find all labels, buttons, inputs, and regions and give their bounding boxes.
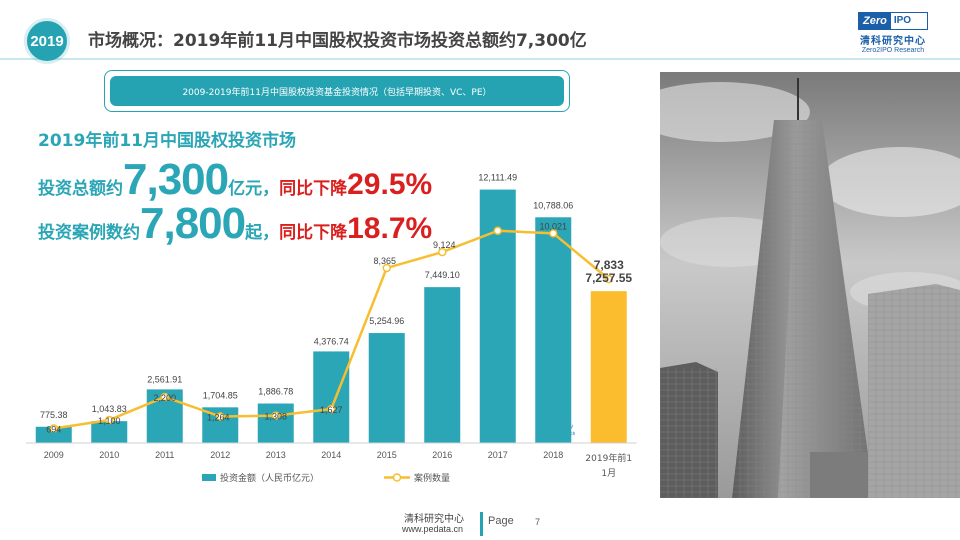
x-tick-label: 2018 <box>543 450 563 460</box>
chart-caption: 2009-2019年前11月中国股权投资基金投资情况（包括早期投资、VC、PE） <box>110 76 564 106</box>
x-tick-label: 2012 <box>210 450 230 460</box>
legend-line-marker <box>392 473 402 482</box>
footer-org: 清科研究中心 <box>404 514 464 525</box>
legend-line-label: 案例数量 <box>414 472 450 484</box>
amount-unit: 亿元， <box>228 179 280 199</box>
cases-point-2012 <box>216 412 225 421</box>
cases-point-2009 <box>49 424 58 433</box>
amount-prefix: 投资总额约 <box>38 179 123 199</box>
cases-prefix: 投资案例数约 <box>38 223 140 243</box>
amount-drop-text: 同比下降 <box>279 179 348 199</box>
amount-drop-value: 29.5% <box>347 168 433 201</box>
cases-point-2015 <box>382 263 391 273</box>
bar-value-label: 7,449.10 <box>425 270 460 280</box>
bar-value-label: 1,043.83 <box>92 404 127 414</box>
chart-caption-frame <box>104 70 570 112</box>
bar-2019年前11月 <box>590 291 627 443</box>
cases-point-2011 <box>160 392 169 402</box>
logo-cn-text: 清科研究中心 <box>860 36 926 47</box>
headline-amount: 投资总额约 7,300 亿元， 同比下降 29.5% <box>38 158 432 202</box>
cases-point-2017 <box>493 226 502 235</box>
year-badge-text: 2019 <box>30 32 64 50</box>
logo-mark-left: Zero <box>859 13 891 29</box>
header-divider <box>0 58 960 60</box>
logo-mark-right: IPO <box>893 15 912 26</box>
line-value-label: 9,124 <box>433 240 456 250</box>
line-value-label: 1,264 <box>207 413 230 423</box>
bar-2014 <box>313 351 350 443</box>
cases-point-2013 <box>271 411 280 420</box>
line-value-label: 694 <box>46 424 61 434</box>
x-tick-label: 2015 <box>377 450 397 460</box>
bar-2018 <box>535 217 572 443</box>
cases-point-2016 <box>438 247 447 257</box>
x-tick-label: 2014 <box>321 450 341 460</box>
bar-value-label: 7,257.55 <box>585 271 632 285</box>
line-value-label: 7,833 <box>594 258 624 272</box>
footer-page-label: Page <box>488 515 514 527</box>
footer-page-number: 7 <box>535 517 541 527</box>
amount-value: 7,300 <box>123 155 229 204</box>
bar-value-label: 775.38 <box>40 410 68 420</box>
year-badge: 2019 <box>24 18 70 64</box>
logo-en-text: Zero2IPO Research <box>861 47 925 54</box>
headline-cases: 投资案例数约 7,800 起， 同比下降 18.7% <box>38 202 432 246</box>
headline-market: 2019年前11月中国股权投资市场 <box>38 131 296 151</box>
cases-point-2010 <box>105 415 114 425</box>
bar-value-label: 1,886.78 <box>258 387 293 397</box>
x-tick-label: 2019年前1 <box>585 452 632 464</box>
cases-unit: 起， <box>245 223 280 243</box>
line-value-label: 1,308 <box>264 412 287 422</box>
x-tick-label: 2011 <box>155 450 174 460</box>
bar-2009 <box>35 426 72 443</box>
line-value-label: 1,627 <box>320 405 343 415</box>
bar-2013 <box>257 403 294 443</box>
bar-value-label: 12,111.49 <box>478 173 517 183</box>
slide-title: 市场概况：2019年前11月中国股权投资市场投资总额约7,300亿 <box>88 31 587 51</box>
x-tick-label: 2009 <box>44 450 64 460</box>
skyscraper-photo <box>660 72 960 498</box>
x-tick-label: 2017 <box>488 450 508 460</box>
bar-value-label: 1,704.85 <box>203 390 238 400</box>
cases-point-2014 <box>327 404 336 414</box>
bar-value-label: 4,376.74 <box>314 336 349 346</box>
line-value-label: 2,200 <box>153 393 176 403</box>
logo-mark: Zero IPO <box>858 12 928 30</box>
bar-value-label: 2,561.91 <box>147 374 182 384</box>
line-value-label: 8,365 <box>373 256 396 266</box>
x-tick-label: 2010 <box>99 450 119 460</box>
legend-bar-swatch <box>202 474 216 481</box>
line-value-label: 10,021 <box>539 221 567 231</box>
line-value-label: 1,100 <box>98 416 121 426</box>
cases-point-2019年前11月 <box>604 274 613 284</box>
x-tick-label: 2016 <box>432 450 452 460</box>
zero2ipo-logo: Zero IPO 清科研究中心 Zero2IPO Research <box>858 12 928 54</box>
bar-2016 <box>424 287 461 443</box>
bar-2010 <box>91 421 128 443</box>
bar-value-label: 5,254.96 <box>369 316 404 326</box>
legend-bar-label: 投资金额（人民币亿元） <box>220 472 319 484</box>
cases-value: 7,800 <box>140 199 246 248</box>
cases-drop-text: 同比下降 <box>279 223 348 243</box>
x-tick-label: 1月 <box>601 468 616 479</box>
cases-drop-value: 18.7% <box>347 212 433 245</box>
footer-url[interactable]: www.pedata.cn <box>402 524 464 534</box>
cases-point-2018 <box>549 229 558 238</box>
footer-divider <box>480 512 483 536</box>
bar-value-label: 10,788.06 <box>533 200 573 210</box>
x-tick-label: 2013 <box>266 450 286 460</box>
bar-2015 <box>368 333 405 443</box>
